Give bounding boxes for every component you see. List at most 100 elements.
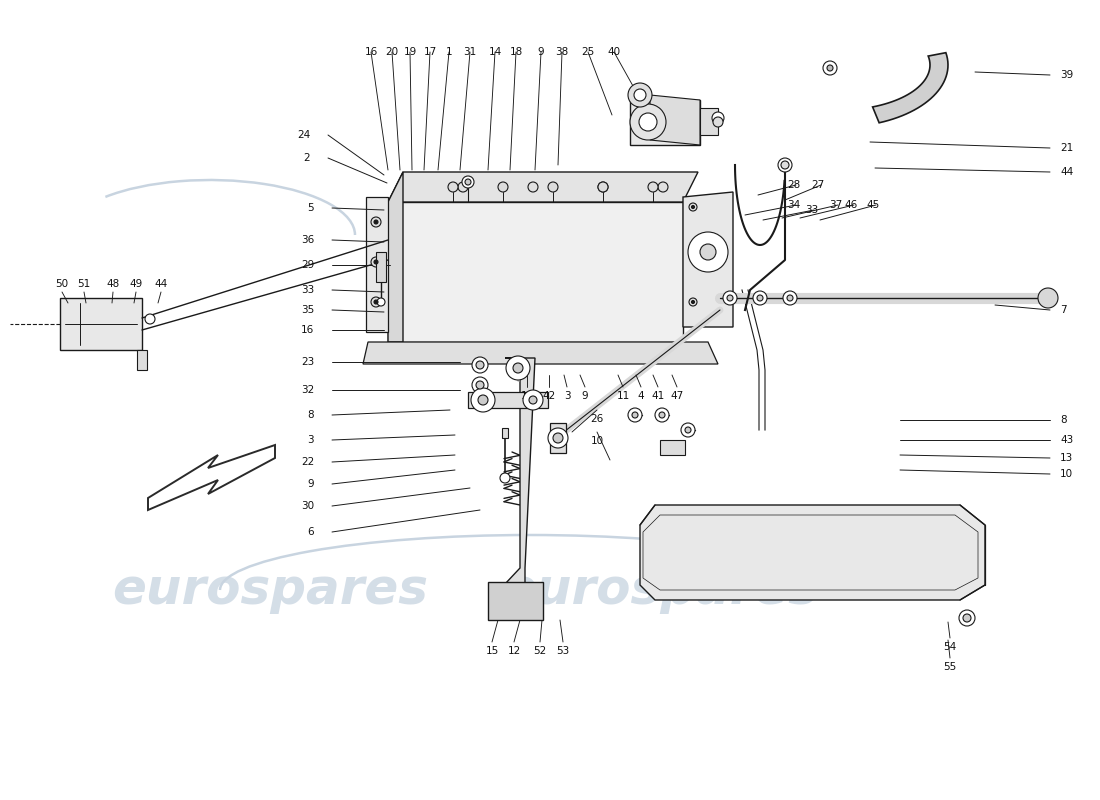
- Polygon shape: [148, 445, 275, 510]
- Text: 33: 33: [300, 285, 313, 295]
- Text: 21: 21: [1060, 143, 1074, 153]
- Circle shape: [500, 473, 510, 483]
- Bar: [502, 428, 508, 438]
- Polygon shape: [388, 172, 698, 202]
- Text: 25: 25: [582, 47, 595, 57]
- Text: 27: 27: [812, 180, 825, 190]
- Circle shape: [476, 361, 484, 369]
- Circle shape: [522, 390, 543, 410]
- Circle shape: [498, 182, 508, 192]
- Circle shape: [448, 182, 458, 192]
- Circle shape: [472, 357, 488, 373]
- Text: 47: 47: [670, 391, 683, 401]
- Polygon shape: [683, 192, 733, 327]
- Text: 36: 36: [300, 235, 313, 245]
- Circle shape: [823, 61, 837, 75]
- Circle shape: [458, 182, 468, 192]
- Text: 9: 9: [538, 47, 544, 57]
- Text: eurospares: eurospares: [112, 566, 428, 614]
- Circle shape: [377, 298, 385, 306]
- Text: 34: 34: [786, 200, 800, 210]
- Circle shape: [659, 412, 666, 418]
- Circle shape: [529, 396, 537, 404]
- Circle shape: [374, 300, 378, 304]
- Circle shape: [374, 260, 378, 264]
- Text: 16: 16: [300, 325, 313, 335]
- Polygon shape: [138, 350, 147, 370]
- Text: 20: 20: [385, 47, 398, 57]
- Circle shape: [628, 408, 642, 422]
- Circle shape: [689, 298, 697, 306]
- Polygon shape: [388, 202, 683, 342]
- Text: 49: 49: [130, 279, 143, 289]
- Text: 29: 29: [300, 260, 313, 270]
- Text: 55: 55: [944, 662, 957, 672]
- Circle shape: [757, 295, 763, 301]
- Text: 39: 39: [1060, 70, 1074, 80]
- Circle shape: [654, 408, 669, 422]
- Circle shape: [513, 363, 522, 373]
- Circle shape: [553, 433, 563, 443]
- Text: 9: 9: [307, 479, 314, 489]
- Text: 7: 7: [1060, 305, 1067, 315]
- Circle shape: [598, 182, 608, 192]
- Circle shape: [371, 217, 381, 227]
- Circle shape: [476, 381, 484, 389]
- Circle shape: [754, 291, 767, 305]
- Circle shape: [658, 182, 668, 192]
- Text: 14: 14: [488, 47, 502, 57]
- Circle shape: [727, 295, 733, 301]
- Polygon shape: [640, 505, 984, 600]
- Circle shape: [692, 206, 694, 209]
- Polygon shape: [388, 172, 403, 342]
- Circle shape: [632, 412, 638, 418]
- Text: 31: 31: [463, 47, 476, 57]
- Circle shape: [465, 179, 471, 185]
- Circle shape: [371, 297, 381, 307]
- Text: 30: 30: [301, 501, 314, 511]
- Circle shape: [371, 257, 381, 267]
- Text: 13: 13: [1060, 453, 1074, 463]
- Circle shape: [688, 232, 728, 272]
- Text: 8: 8: [307, 410, 314, 420]
- Polygon shape: [630, 100, 700, 145]
- Text: 35: 35: [300, 305, 313, 315]
- Polygon shape: [490, 358, 535, 600]
- Circle shape: [145, 314, 155, 324]
- Circle shape: [628, 83, 652, 107]
- Circle shape: [528, 182, 538, 192]
- Text: eurospares: eurospares: [502, 566, 818, 614]
- Text: 15: 15: [485, 646, 498, 656]
- Text: 43: 43: [1060, 435, 1074, 445]
- Text: 50: 50: [55, 279, 68, 289]
- Text: 42: 42: [542, 391, 556, 401]
- Text: 26: 26: [591, 414, 604, 424]
- Text: 53: 53: [557, 646, 570, 656]
- Circle shape: [472, 377, 488, 393]
- Text: 16: 16: [364, 47, 377, 57]
- Circle shape: [598, 182, 608, 192]
- Circle shape: [471, 388, 495, 412]
- Text: 10: 10: [1060, 469, 1074, 479]
- Circle shape: [723, 291, 737, 305]
- Circle shape: [639, 113, 657, 131]
- Circle shape: [713, 117, 723, 127]
- Polygon shape: [700, 108, 718, 135]
- Bar: [60, 298, 142, 350]
- Circle shape: [630, 104, 666, 140]
- Polygon shape: [650, 95, 700, 145]
- Circle shape: [374, 220, 378, 224]
- Circle shape: [1038, 288, 1058, 308]
- Text: 44: 44: [1060, 167, 1074, 177]
- Circle shape: [700, 244, 716, 260]
- Text: 12: 12: [507, 646, 520, 656]
- Text: 22: 22: [300, 457, 313, 467]
- Polygon shape: [872, 53, 948, 122]
- Circle shape: [781, 161, 789, 169]
- Text: 19: 19: [404, 47, 417, 57]
- Text: 41: 41: [651, 391, 664, 401]
- Text: 5: 5: [307, 203, 314, 213]
- Text: 3: 3: [307, 435, 314, 445]
- Circle shape: [681, 423, 695, 437]
- Text: 17: 17: [424, 47, 437, 57]
